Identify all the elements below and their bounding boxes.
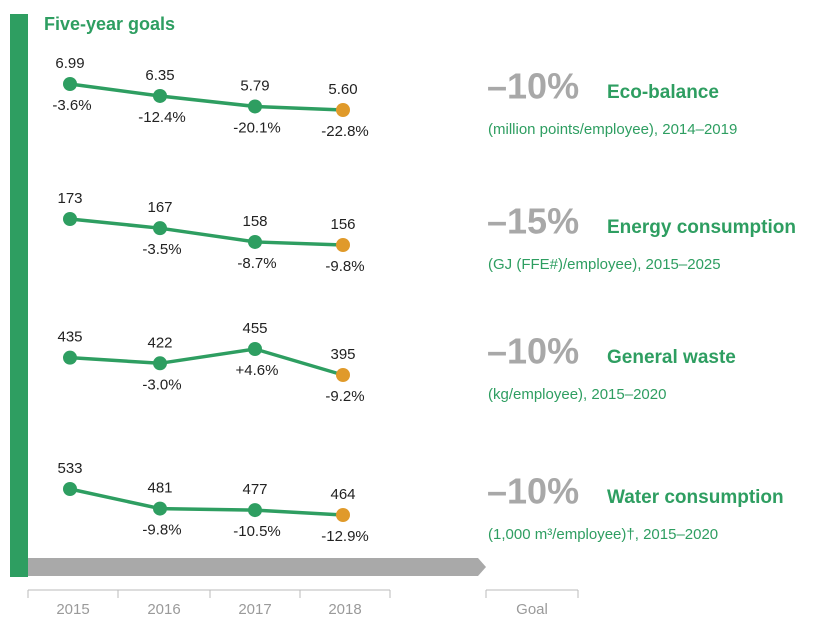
data-point (63, 77, 77, 91)
data-point (336, 103, 350, 117)
goal-value: –10% (487, 331, 579, 372)
goal-subtitle: (kg/employee), 2015–2020 (488, 386, 666, 403)
goal-name: General waste (607, 347, 736, 368)
value-label: 5.60 (328, 81, 357, 98)
value-label: 533 (57, 460, 82, 477)
timeline-arrow (28, 558, 486, 576)
goal-name: Water consumption (607, 487, 784, 508)
goal-name: Energy consumption (607, 217, 796, 238)
value-label: 158 (242, 213, 267, 230)
side-bar (10, 14, 28, 577)
change-label: -12.4% (138, 109, 186, 126)
change-label: -9.8% (325, 258, 364, 275)
data-point (63, 350, 77, 365)
data-point (336, 508, 350, 522)
data-point (248, 342, 262, 356)
goal-subtitle: (1,000 m³/employee)†, 2015–2020 (488, 526, 718, 543)
change-label: -3.6% (52, 97, 91, 114)
data-point (248, 234, 262, 249)
trend-line (69, 347, 344, 377)
value-label: 477 (242, 481, 267, 498)
data-point (153, 88, 167, 103)
x-tick-label: 2016 (147, 601, 180, 617)
goal-label: Goal (516, 601, 548, 617)
data-point (153, 356, 167, 371)
data-point (63, 482, 77, 496)
trend-line (69, 487, 344, 517)
x-tick-label: 2015 (56, 601, 89, 617)
change-label: -3.5% (142, 241, 181, 258)
goal-value: –10% (487, 471, 579, 512)
value-label: 167 (147, 199, 172, 216)
value-label: 455 (242, 320, 267, 337)
value-label: 422 (147, 334, 172, 351)
value-label: 173 (57, 190, 82, 207)
value-label: 464 (330, 486, 355, 503)
data-point (153, 501, 167, 516)
change-label: -8.7% (237, 255, 276, 272)
value-label: 6.35 (145, 67, 174, 84)
change-label: -9.8% (142, 522, 181, 539)
change-label: -12.9% (321, 528, 369, 545)
value-label: 435 (57, 329, 82, 346)
goal-value: –15% (487, 201, 579, 242)
value-label: 395 (330, 346, 355, 363)
data-point (248, 503, 262, 518)
trend-line (69, 82, 344, 112)
goal-name: Eco-balance (607, 82, 719, 103)
trend-line (69, 217, 344, 247)
change-label: -3.0% (142, 376, 181, 393)
value-label: 481 (147, 480, 172, 497)
value-label: 156 (330, 216, 355, 233)
goal-subtitle: (million points/employee), 2014–2019 (488, 121, 737, 138)
data-point (153, 221, 167, 236)
data-point (248, 99, 262, 114)
goal-value: –10% (487, 66, 579, 107)
page-title: Five-year goals (44, 14, 175, 34)
change-label: -9.2% (325, 388, 364, 405)
goal-subtitle: (GJ (FFE#)/employee), 2015–2025 (488, 256, 721, 273)
x-tick-label: 2017 (238, 601, 271, 617)
change-label: -10.5% (233, 523, 281, 540)
change-label: -22.8% (321, 123, 369, 140)
data-point (336, 238, 350, 252)
data-point (63, 212, 77, 226)
data-point (336, 368, 350, 382)
change-label: +4.6% (236, 362, 279, 379)
value-label: 5.79 (240, 77, 269, 94)
value-label: 6.99 (55, 55, 84, 72)
x-tick-label: 2018 (328, 601, 361, 617)
change-label: -20.1% (233, 119, 281, 136)
